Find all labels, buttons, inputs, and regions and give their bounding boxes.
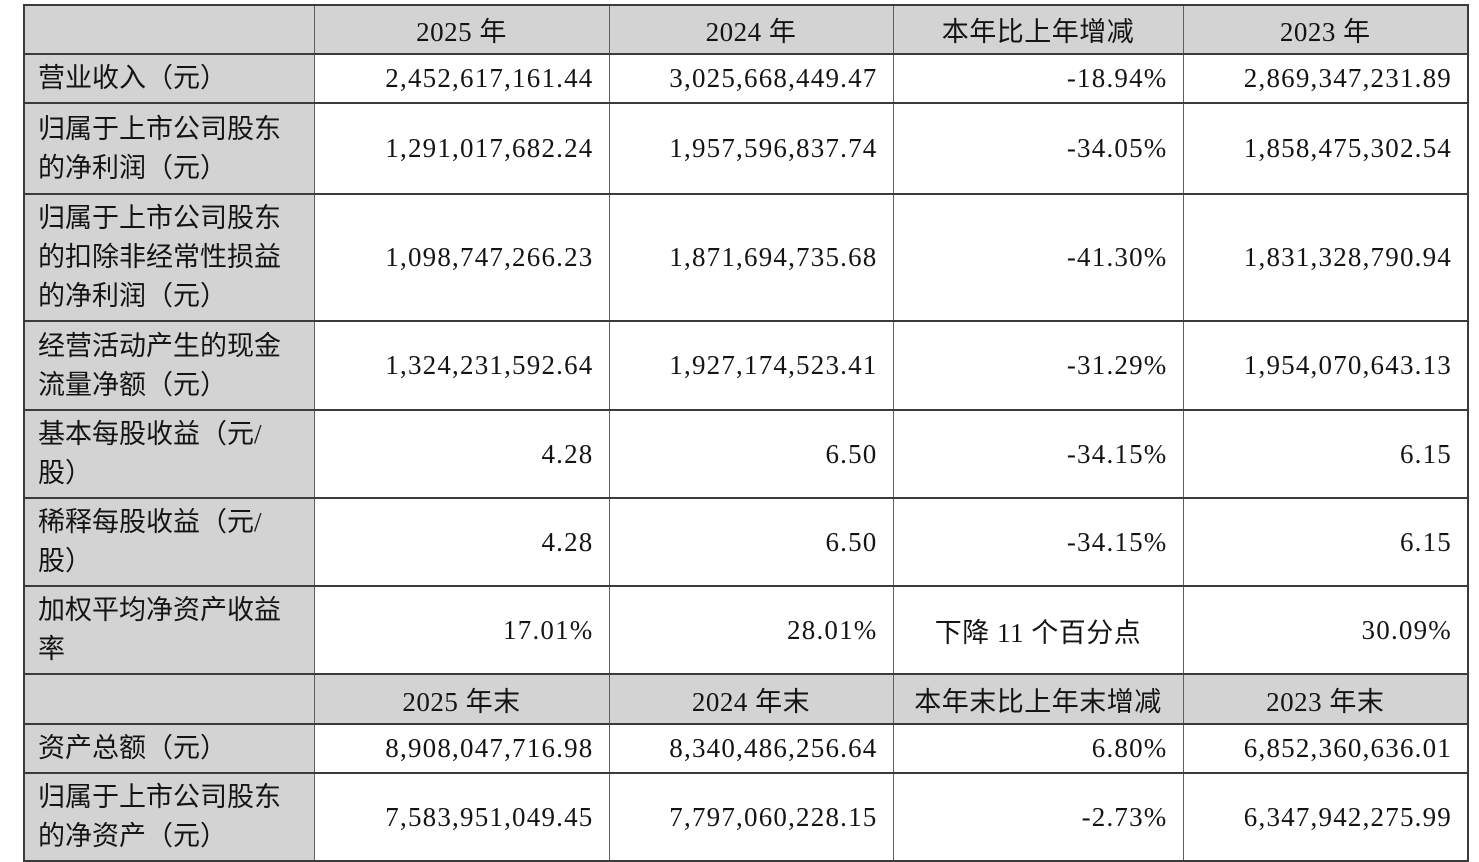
value-cell: 6.15: [1182, 497, 1469, 587]
header-cell-2023-end: 2023 年末: [1182, 673, 1469, 725]
value-cell: 1,954,070,643.13: [1182, 320, 1469, 411]
value-cell: 2,869,347,231.89: [1182, 53, 1469, 104]
header-cell-2024-end: 2024 年末: [608, 673, 894, 725]
value-cell: 8,908,047,716.98: [313, 723, 610, 774]
corner-cell: [23, 4, 315, 55]
value-cell: 6,347,942,275.99: [1182, 772, 1469, 862]
value-cell: 2,452,617,161.44: [313, 53, 610, 104]
table-row-operating-cash-flow: 经营活动产生的现金 流量净额（元） 1,324,231,592.64 1,927…: [23, 320, 1469, 411]
value-cell: 1,098,747,266.23: [313, 193, 610, 322]
header-cell-2025: 2025 年: [313, 4, 610, 55]
value-cell: -41.30%: [892, 193, 1184, 322]
value-cell: -18.94%: [892, 53, 1184, 104]
value-cell: 下降 11 个百分点: [892, 585, 1184, 675]
value-cell: 28.01%: [608, 585, 894, 675]
table-row-diluted-eps: 稀释每股收益（元/ 股） 4.28 6.50 -34.15% 6.15: [23, 497, 1469, 587]
header-row-year-end: 2025 年末 2024 年末 本年末比上年末增减 2023 年末: [23, 673, 1469, 725]
value-cell: 4.28: [313, 497, 610, 587]
header-cell-2023: 2023 年: [1182, 4, 1469, 55]
table-row-weighted-avg-roe: 加权平均净资产收益 率 17.01% 28.01% 下降 11 个百分点 30.…: [23, 585, 1469, 675]
value-cell: 30.09%: [1182, 585, 1469, 675]
value-cell: 1,831,328,790.94: [1182, 193, 1469, 322]
value-cell: 6.50: [608, 409, 894, 499]
financial-summary: 2025 年 2024 年 本年比上年增减 2023 年 营业收入（元） 2,4…: [23, 4, 1469, 862]
table-row-total-assets: 资产总额（元） 8,908,047,716.98 8,340,486,256.6…: [23, 723, 1469, 774]
value-cell: 1,858,475,302.54: [1182, 102, 1469, 195]
value-cell: 1,871,694,735.68: [608, 193, 894, 322]
row-label: 资产总额（元）: [23, 723, 315, 774]
value-cell: -2.73%: [892, 772, 1184, 862]
value-cell: 1,324,231,592.64: [313, 320, 610, 411]
row-label: 稀释每股收益（元/ 股）: [23, 497, 315, 587]
value-cell: 1,957,596,837.74: [608, 102, 894, 195]
value-cell: 6.80%: [892, 723, 1184, 774]
value-cell: 6.15: [1182, 409, 1469, 499]
row-label: 基本每股收益（元/ 股）: [23, 409, 315, 499]
row-label: 归属于上市公司股东 的净资产（元）: [23, 772, 315, 862]
header-cell-2025-end: 2025 年末: [313, 673, 610, 725]
table-row-net-profit: 归属于上市公司股东 的净利润（元） 1,291,017,682.24 1,957…: [23, 102, 1469, 195]
table-row-basic-eps: 基本每股收益（元/ 股） 4.28 6.50 -34.15% 6.15: [23, 409, 1469, 499]
corner-cell: [23, 673, 315, 725]
table-row-revenue: 营业收入（元） 2,452,617,161.44 3,025,668,449.4…: [23, 53, 1469, 104]
value-cell: 8,340,486,256.64: [608, 723, 894, 774]
value-cell: 17.01%: [313, 585, 610, 675]
value-cell: -34.15%: [892, 409, 1184, 499]
value-cell: -34.05%: [892, 102, 1184, 195]
header-cell-year-end-change: 本年末比上年末增减: [892, 673, 1184, 725]
value-cell: 6.50: [608, 497, 894, 587]
row-label: 归属于上市公司股东 的扣除非经常性损益 的净利润（元）: [23, 193, 315, 322]
value-cell: 7,583,951,049.45: [313, 772, 610, 862]
row-label: 营业收入（元）: [23, 53, 315, 104]
value-cell: 7,797,060,228.15: [608, 772, 894, 862]
value-cell: -34.15%: [892, 497, 1184, 587]
table-row-net-assets: 归属于上市公司股东 的净资产（元） 7,583,951,049.45 7,797…: [23, 772, 1469, 862]
value-cell: 3,025,668,449.47: [608, 53, 894, 104]
value-cell: -31.29%: [892, 320, 1184, 411]
financial-summary-table: 2025 年 2024 年 本年比上年增减 2023 年 营业收入（元） 2,4…: [23, 4, 1469, 862]
value-cell: 1,291,017,682.24: [313, 102, 610, 195]
header-cell-2024: 2024 年: [608, 4, 894, 55]
value-cell: 4.28: [313, 409, 610, 499]
row-label: 归属于上市公司股东 的净利润（元）: [23, 102, 315, 195]
value-cell: 1,927,174,523.41: [608, 320, 894, 411]
value-cell: 6,852,360,636.01: [1182, 723, 1469, 774]
row-label: 经营活动产生的现金 流量净额（元）: [23, 320, 315, 411]
header-cell-yoy-change: 本年比上年增减: [892, 4, 1184, 55]
table-row-net-profit-excl-nonrecurring: 归属于上市公司股东 的扣除非经常性损益 的净利润（元） 1,098,747,26…: [23, 193, 1469, 322]
row-label: 加权平均净资产收益 率: [23, 585, 315, 675]
header-row-annual: 2025 年 2024 年 本年比上年增减 2023 年: [23, 4, 1469, 55]
